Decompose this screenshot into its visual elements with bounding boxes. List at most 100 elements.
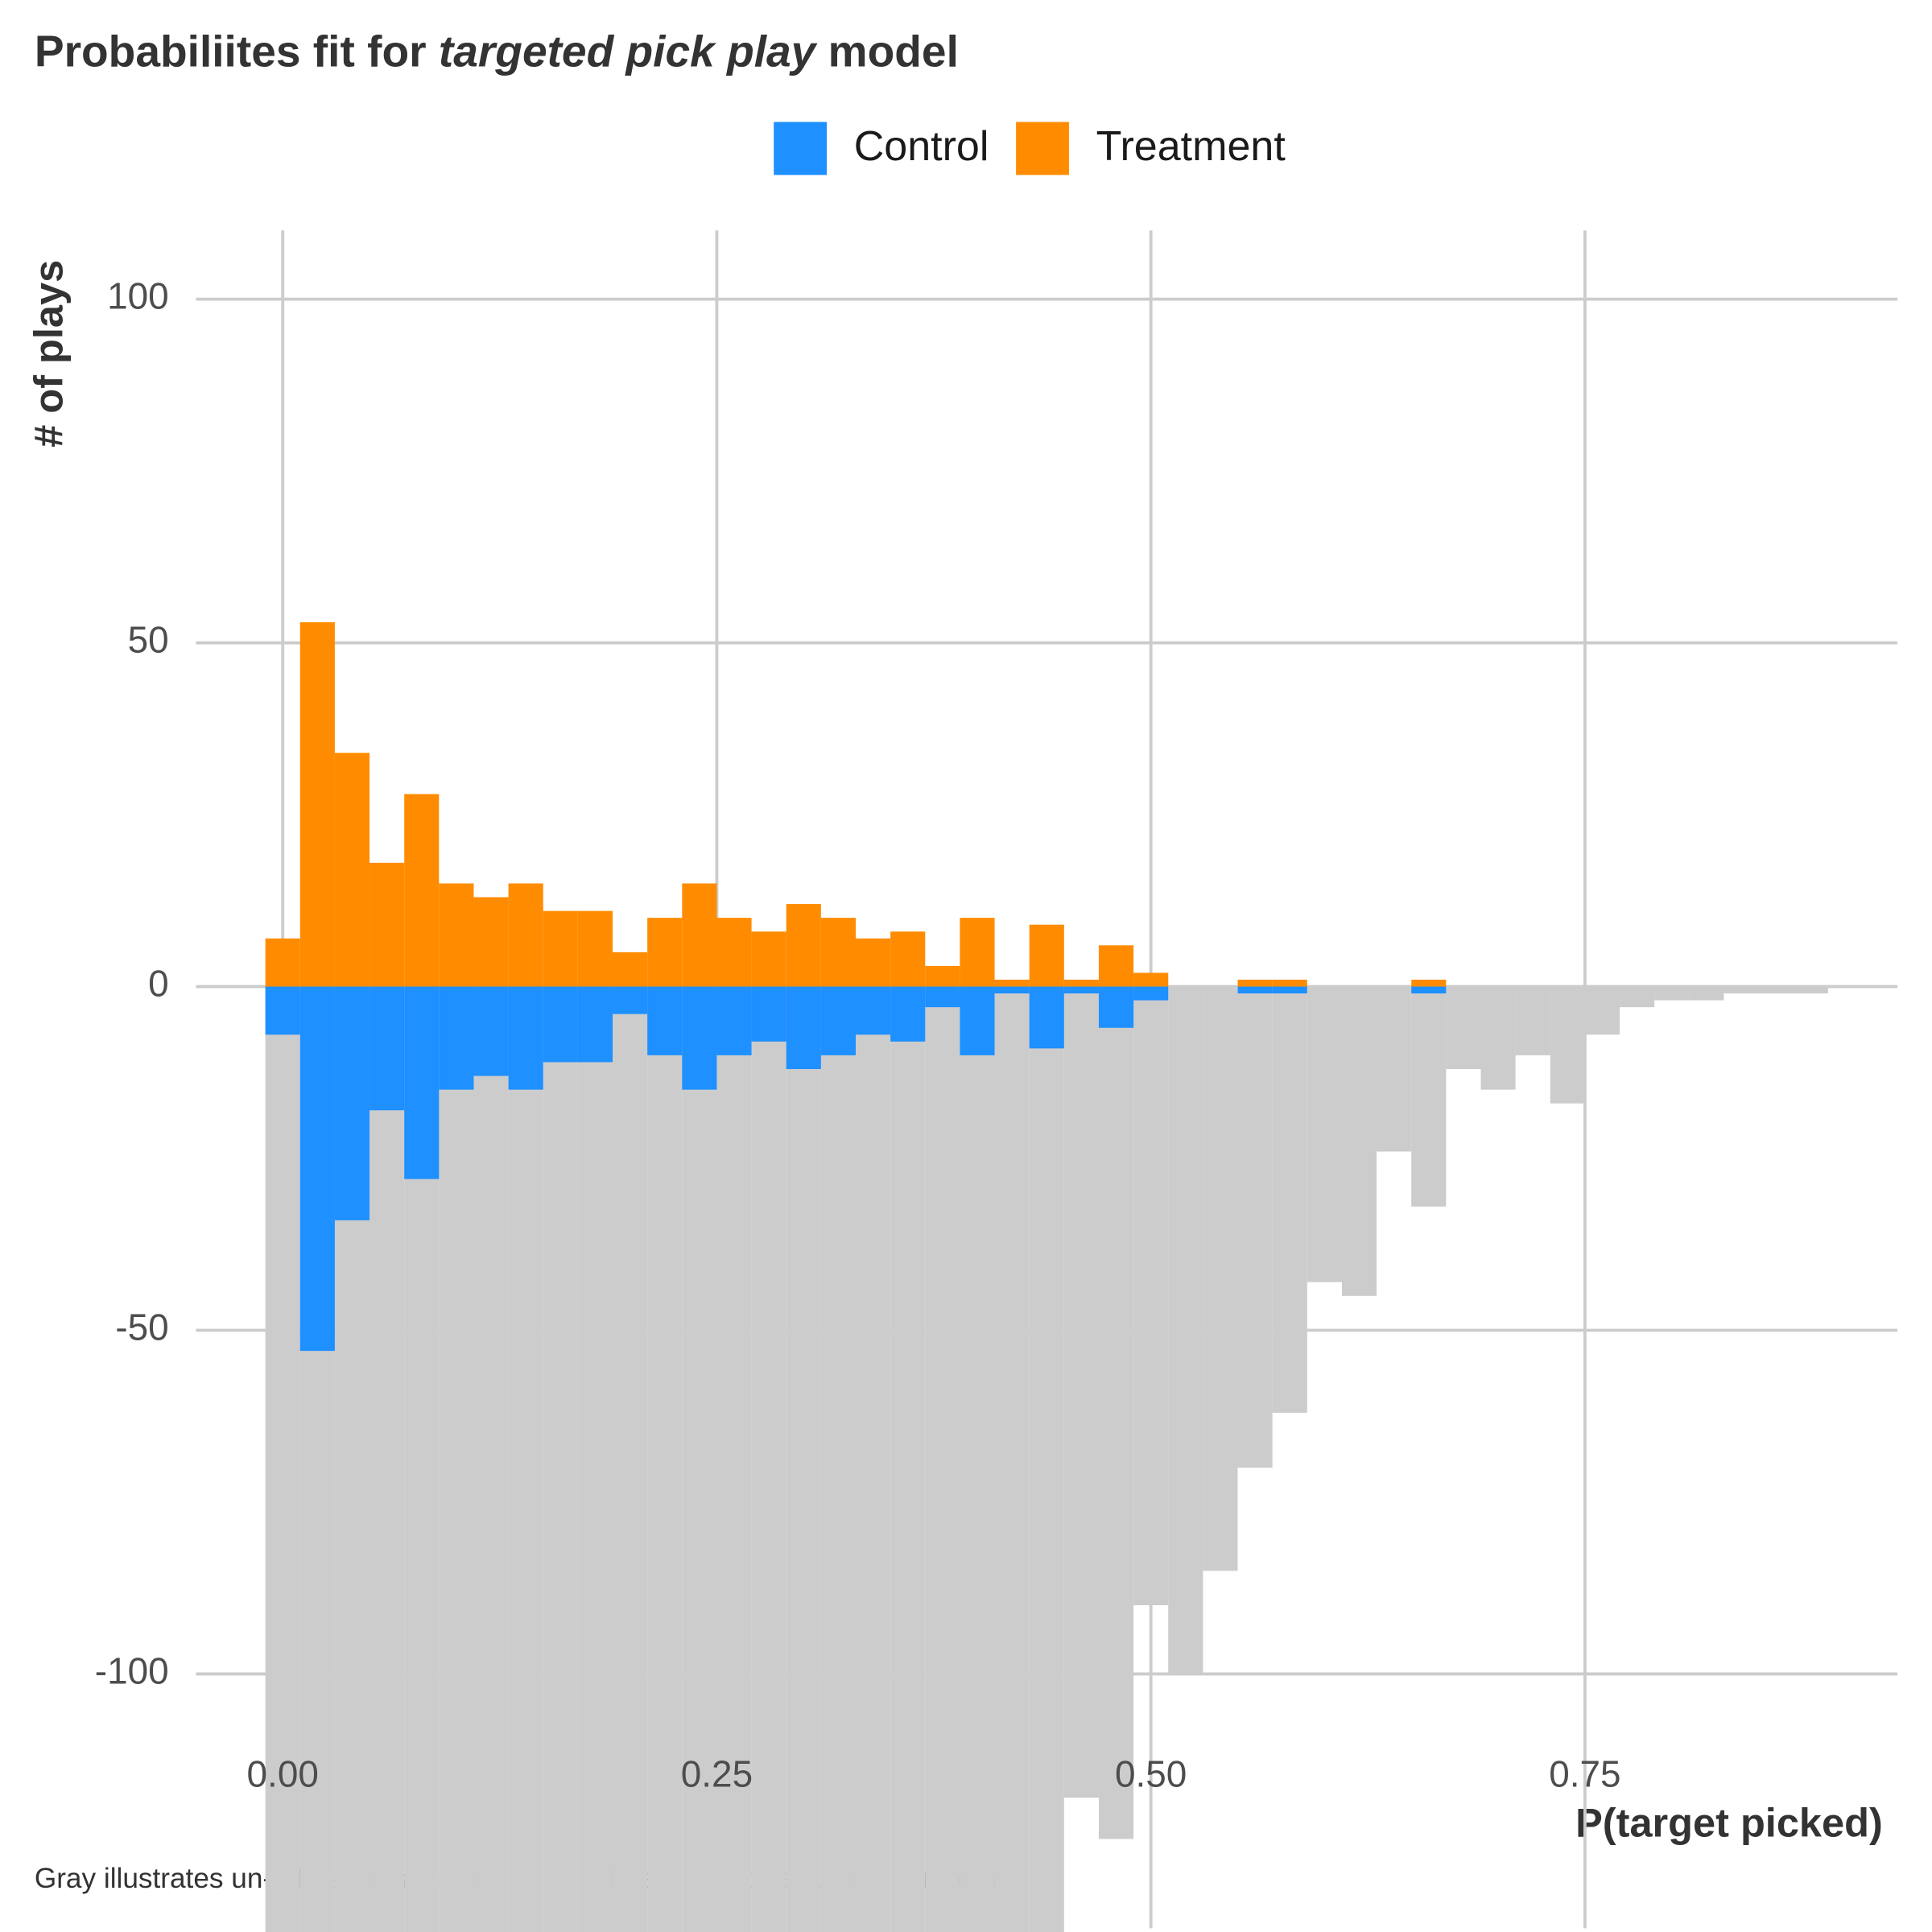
bar — [890, 986, 926, 1042]
bar — [265, 986, 300, 1035]
bar — [960, 918, 995, 987]
bar — [1029, 986, 1064, 1932]
bar — [716, 986, 752, 1055]
x-tick-label: 0.75 — [1549, 1752, 1620, 1794]
bar — [1758, 986, 1794, 994]
bar — [1098, 986, 1134, 1839]
bar — [369, 986, 405, 1932]
bar — [994, 979, 1030, 987]
bar — [1063, 979, 1099, 987]
bar — [439, 986, 474, 1932]
bar — [820, 918, 856, 987]
title-part: Probabiliites fit for — [35, 26, 427, 76]
bar — [508, 986, 543, 1932]
bar — [1272, 986, 1307, 1413]
bar — [1272, 986, 1307, 994]
bar — [1411, 979, 1447, 987]
bar — [543, 986, 578, 1063]
bar — [1480, 986, 1516, 1090]
bar — [647, 918, 683, 987]
bar — [855, 986, 891, 1035]
bar — [1377, 986, 1412, 1152]
bar — [1793, 986, 1828, 994]
bar — [855, 986, 891, 1932]
bar — [1237, 979, 1273, 987]
bar — [334, 986, 370, 1220]
bar — [439, 883, 474, 987]
bar — [1620, 986, 1655, 1008]
legend-swatch — [774, 122, 828, 175]
bar — [1133, 972, 1169, 987]
bar — [716, 986, 752, 1932]
bar — [508, 883, 543, 987]
bar — [1098, 945, 1134, 987]
bar — [1515, 986, 1550, 1055]
bar — [1133, 986, 1169, 1001]
y-tick-label: -100 — [95, 1650, 169, 1692]
bar — [786, 986, 821, 1932]
bar — [820, 986, 856, 1055]
bar — [716, 918, 752, 987]
legend-item: Treatment — [1016, 122, 1286, 175]
bar — [994, 986, 1030, 1932]
bar — [404, 986, 440, 1179]
bar — [1133, 986, 1169, 1606]
bar — [473, 986, 509, 1932]
bar — [890, 986, 926, 1932]
bar — [682, 986, 717, 1932]
bar — [1063, 986, 1099, 1798]
bar — [1584, 986, 1620, 1035]
bar — [369, 862, 405, 987]
bar — [925, 965, 960, 987]
bar — [543, 986, 578, 1932]
title-part: model — [828, 26, 959, 76]
bar — [439, 986, 474, 1090]
bar — [1237, 986, 1273, 1468]
bar — [577, 910, 613, 987]
x-tick-label: 0.00 — [247, 1752, 319, 1794]
bar — [1029, 986, 1064, 1049]
bar — [1411, 986, 1447, 994]
y-tick-label: 50 — [128, 619, 169, 661]
bar — [751, 986, 786, 1042]
y-tick-label: -50 — [115, 1307, 168, 1348]
legend-swatch — [1016, 122, 1069, 175]
bar — [786, 986, 821, 1070]
y-axis-title: # of plays — [26, 260, 72, 448]
bar — [299, 986, 335, 1352]
bar — [890, 931, 926, 987]
bar — [960, 986, 995, 1055]
bar — [751, 931, 786, 987]
bar — [1689, 986, 1724, 1001]
bar — [473, 986, 509, 1076]
bar — [820, 986, 856, 1932]
legend-label: Control — [854, 123, 989, 170]
bar — [404, 794, 440, 987]
bar — [960, 986, 995, 1932]
bar — [473, 897, 509, 987]
title-part: targeted pick play — [439, 26, 818, 76]
bar — [577, 986, 613, 1063]
x-axis-title: P(target picked) — [1575, 1800, 1883, 1846]
bar — [994, 986, 1030, 994]
bar — [925, 986, 960, 1008]
bar — [682, 883, 717, 987]
legend-label: Treatment — [1096, 123, 1286, 170]
y-tick-label: 100 — [107, 275, 169, 317]
x-tick-label: 0.50 — [1115, 1752, 1187, 1794]
bar — [647, 986, 683, 1055]
bar — [1098, 986, 1134, 1028]
bar — [1341, 986, 1377, 1296]
bar — [543, 910, 578, 987]
bar — [299, 621, 335, 987]
bar — [577, 986, 613, 1932]
bar — [334, 753, 370, 987]
bar — [265, 986, 300, 1932]
bar — [1550, 986, 1585, 1104]
bar — [1063, 986, 1099, 994]
x-tick-label: 0.25 — [681, 1752, 753, 1794]
bar — [369, 986, 405, 1111]
bar — [265, 938, 300, 987]
